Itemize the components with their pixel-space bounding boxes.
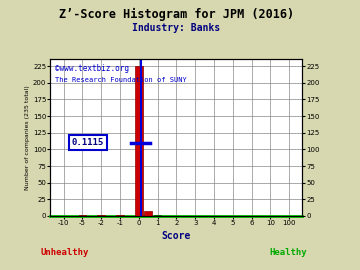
Text: ©www.textbiz.org: ©www.textbiz.org (55, 64, 130, 73)
Text: Unhealthy: Unhealthy (41, 248, 89, 257)
Text: Score: Score (162, 231, 191, 241)
Bar (154, 215, 161, 216)
Bar (98, 215, 105, 216)
Text: The Research Foundation of SUNY: The Research Foundation of SUNY (55, 77, 187, 83)
Text: Industry: Banks: Industry: Banks (132, 23, 220, 33)
Text: Z’-Score Histogram for JPM (2016): Z’-Score Histogram for JPM (2016) (59, 8, 294, 21)
Bar (78, 215, 86, 216)
Bar (144, 211, 152, 216)
Bar (116, 215, 124, 216)
Text: 0.1115: 0.1115 (72, 138, 104, 147)
Bar (135, 66, 143, 216)
Text: Healthy: Healthy (269, 248, 307, 257)
Y-axis label: Number of companies (235 total): Number of companies (235 total) (25, 85, 30, 190)
